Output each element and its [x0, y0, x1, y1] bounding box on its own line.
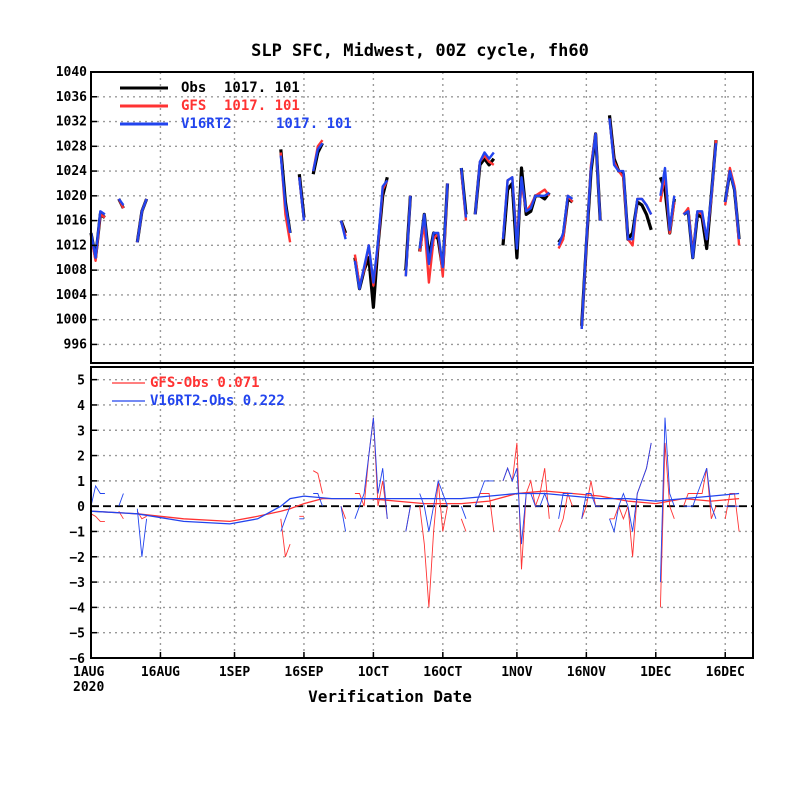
bottom-legend: GFS-Obs 0.071 V16RT2-Obs 0.222 — [112, 375, 285, 409]
top-y-tick-label: 1032 — [56, 115, 87, 130]
bottom-y-tick-label: −2 — [69, 551, 85, 566]
bottom-panel-frame — [90, 366, 754, 659]
bottom-y-tick-label: 2 — [77, 450, 85, 465]
x-tick-label: 1SEP — [219, 665, 250, 680]
legend-label-v16rt2-obs: V16RT2-Obs 0.222 — [150, 393, 285, 409]
bottom-y-tick-label: 1 — [77, 475, 85, 490]
legend-label-v16rt2: V16RT2 — [181, 116, 232, 132]
top-legend: Obs 1017. 101 GFS 1017. 101 V16RT2 1017. 101 — [120, 80, 352, 132]
bottom-y-tick-label: −5 — [69, 627, 85, 642]
bottom-series-gfs-obs-running-mean — [90, 490, 740, 523]
bottom-y-tick-label: 0 — [77, 500, 85, 515]
bottom-grid — [91, 367, 753, 659]
bottom-y-tick-label: −1 — [69, 525, 85, 540]
bottom-y-tick-label: −4 — [69, 601, 85, 616]
top-series-v16rt2 — [89, 118, 741, 329]
x-tick-label: 16SEP — [284, 665, 323, 680]
x-tick-labels: 1AUG 16AUG 1SEP 16SEP 1OCT 16OCT 1NOV 16NOV 1DEC… — [73, 652, 745, 680]
x-tick-label: 1OCT — [358, 665, 389, 680]
bottom-y-tick-label: 4 — [77, 399, 85, 414]
top-series-lines — [89, 115, 741, 329]
top-y-tick-label: 1024 — [56, 164, 87, 179]
legend-label-gfs: GFS — [181, 98, 206, 114]
top-y-tick-label: 1016 — [56, 214, 87, 229]
top-y-tick-label: 1028 — [56, 139, 87, 154]
x-tick-label: 1DEC — [640, 665, 671, 680]
bottom-y-tick-labels: 5 4 3 2 1 0 −1 −2 −3 −4 −5 −6 — [69, 374, 97, 667]
top-y-tick-label: 1040 — [56, 65, 87, 80]
x-tick-label: 16NOV — [567, 665, 606, 680]
top-series-gfs — [89, 118, 741, 329]
x-tick-label: 1NOV — [501, 665, 532, 680]
legend-label-gfs-obs: GFS-Obs 0.071 — [150, 375, 260, 391]
legend-label-obs: Obs — [181, 80, 206, 96]
top-panel-slp: 1040 1036 1032 1028 1024 1020 1016 1012 1008 1004… — [56, 65, 754, 364]
legend-stats-obs: 1017. 101 — [224, 80, 300, 96]
legend-stats-gfs: 1017. 101 — [224, 98, 300, 114]
top-y-tick-label: 1012 — [56, 238, 87, 253]
top-y-tick-label: 1020 — [56, 189, 87, 204]
bottom-y-tick-label: −6 — [69, 652, 85, 667]
bottom-y-tick-label: −3 — [69, 576, 85, 591]
chart-title: SLP SFC, Midwest, 00Z cycle, fh60 — [251, 41, 589, 61]
top-y-tick-label: 1000 — [56, 313, 87, 328]
x-tick-label: 16DEC — [706, 665, 745, 680]
bottom-y-tick-label: 5 — [77, 374, 85, 389]
top-y-tick-label: 996 — [64, 337, 88, 352]
x-tick-label: 16AUG — [141, 665, 180, 680]
bottom-panel-difference: 5 4 3 2 1 0 −1 −2 −3 −4 −5 −6 GFS-Obs 0.071 V16RT2-O… — [69, 366, 754, 667]
legend-stats-v16rt2: 1017. 101 — [276, 116, 352, 132]
bottom-series-gfs-obs — [90, 417, 740, 608]
top-panel-frame — [90, 71, 754, 364]
bottom-series-v16rt2-obs-running-mean — [90, 492, 740, 525]
top-y-tick-label: 1008 — [56, 263, 87, 278]
x-axis-label: Verification Date — [308, 687, 472, 706]
top-y-tick-label: 1004 — [56, 288, 87, 303]
bottom-series-lines — [90, 417, 740, 608]
top-y-tick-label: 1036 — [56, 90, 87, 105]
x-year-label: 2020 — [73, 680, 104, 695]
x-tick-label: 1AUG — [73, 665, 104, 680]
x-tick-label: 16OCT — [423, 665, 462, 680]
bottom-y-tick-label: 3 — [77, 424, 85, 439]
